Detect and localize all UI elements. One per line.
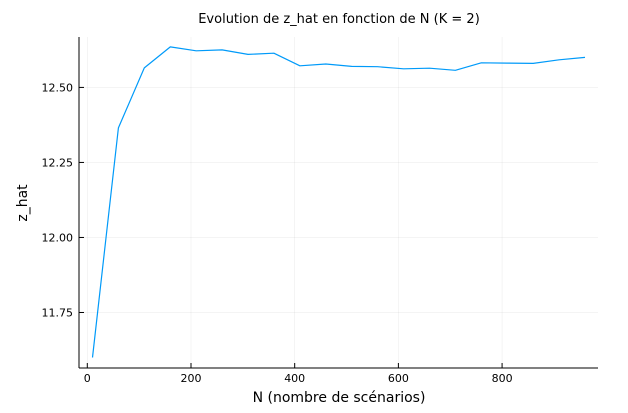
y-tick-label: 12.25 xyxy=(42,156,74,169)
y-tick-label: 12.00 xyxy=(42,231,74,244)
x-tick-label: 600 xyxy=(388,372,409,385)
y-tick-label: 11.75 xyxy=(42,306,74,319)
series-line xyxy=(91,46,586,358)
chart-title: Evolution de z_hat en fonction de N (K =… xyxy=(198,12,480,27)
y-tick-label: 12.50 xyxy=(42,81,74,94)
x-tick-label: 0 xyxy=(84,372,91,385)
series-layer xyxy=(91,46,586,358)
x-ticks: 0 200 400 600 800 xyxy=(84,363,513,385)
x-axis-label: N (nombre de scénarios) xyxy=(253,390,426,406)
grid xyxy=(79,37,598,368)
y-ticks: 11.75 12.00 12.25 12.50 xyxy=(42,81,84,319)
axes xyxy=(78,37,598,369)
x-tick-label: 200 xyxy=(180,372,201,385)
x-tick-label: 800 xyxy=(492,372,513,385)
y-axis-label: z_hat xyxy=(15,184,31,222)
x-tick-label: 400 xyxy=(284,372,305,385)
